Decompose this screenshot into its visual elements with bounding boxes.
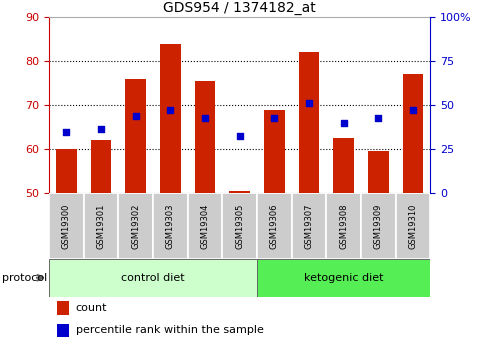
Text: GSM19307: GSM19307 (304, 203, 313, 249)
Bar (90, 140, 111, 193)
Text: count: count (76, 303, 107, 313)
Text: GSM19305: GSM19305 (235, 203, 244, 249)
Bar (367, 151, 388, 193)
Point (201, 116, 208, 121)
Bar (222, 193, 256, 259)
Bar (325, 193, 360, 259)
Bar (57, 324, 69, 337)
Bar (49, 193, 83, 259)
Point (62, 129, 70, 135)
Text: GSM19309: GSM19309 (373, 203, 382, 249)
Point (270, 116, 278, 121)
Text: GSM19308: GSM19308 (339, 203, 347, 249)
Text: GSM19303: GSM19303 (165, 203, 174, 249)
Text: ketogenic diet: ketogenic diet (303, 273, 383, 283)
Bar (194, 81, 215, 193)
Text: GSM19300: GSM19300 (61, 203, 71, 249)
Bar (118, 193, 153, 259)
Point (408, 107, 416, 112)
Point (305, 100, 312, 106)
Bar (160, 43, 180, 193)
Bar (56, 149, 77, 193)
Bar (83, 193, 118, 259)
Point (166, 107, 174, 112)
Bar (291, 193, 325, 259)
Point (97, 127, 104, 132)
Bar (125, 79, 146, 193)
Text: control diet: control diet (121, 273, 184, 283)
Text: percentile rank within the sample: percentile rank within the sample (76, 325, 263, 335)
Bar (57, 301, 69, 315)
Text: GSM19301: GSM19301 (96, 203, 105, 249)
Text: GSM19302: GSM19302 (131, 203, 140, 249)
Point (374, 116, 382, 121)
Text: GSM19304: GSM19304 (200, 203, 209, 249)
Bar (298, 52, 319, 193)
Point (339, 120, 347, 126)
Point (235, 133, 243, 139)
Bar (256, 259, 429, 297)
Bar (402, 75, 423, 193)
Bar (332, 138, 353, 193)
Bar (187, 193, 222, 259)
Text: GSM19310: GSM19310 (407, 203, 417, 249)
Text: GSM19306: GSM19306 (269, 203, 278, 249)
Bar (256, 193, 291, 259)
Bar (264, 110, 284, 193)
Bar (49, 259, 256, 297)
Bar (360, 193, 395, 259)
Text: protocol: protocol (2, 273, 48, 283)
Title: GDS954 / 1374182_at: GDS954 / 1374182_at (163, 1, 315, 15)
Bar (229, 191, 249, 193)
Bar (153, 193, 187, 259)
Bar (395, 193, 429, 259)
Point (131, 114, 139, 119)
